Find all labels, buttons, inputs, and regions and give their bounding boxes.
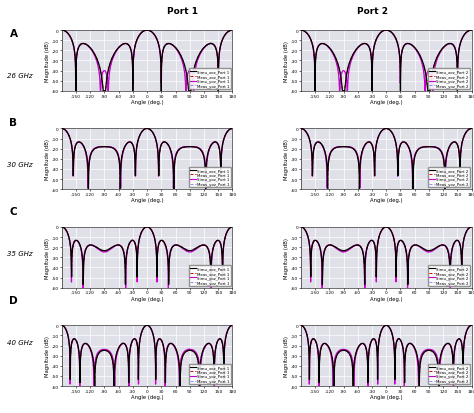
Y-axis label: Magnitude (dB): Magnitude (dB) [284, 41, 289, 82]
X-axis label: Angle (deg.): Angle (deg.) [131, 296, 164, 301]
X-axis label: Angle (deg.): Angle (deg.) [131, 394, 164, 399]
X-axis label: Angle (deg.): Angle (deg.) [370, 394, 402, 399]
Text: Port 2: Port 2 [356, 7, 388, 16]
Y-axis label: Magnitude (dB): Magnitude (dB) [45, 335, 50, 376]
Text: Port 1: Port 1 [167, 7, 198, 16]
Text: 40 GHz: 40 GHz [7, 339, 33, 345]
Text: B: B [9, 118, 18, 128]
Legend: Simu_xoz_Port 1, Meas_xoz_Port 1, Simu_yoz_Port 1, Meas_yoz_Port 1: Simu_xoz_Port 1, Meas_xoz_Port 1, Simu_y… [189, 364, 230, 384]
X-axis label: Angle (deg.): Angle (deg.) [131, 100, 164, 105]
Legend: Simu_xoz_Port 2, Meas_xoz_Port 2, Simu_yoz_Port 2, Meas_yoz_Port 2: Simu_xoz_Port 2, Meas_xoz_Port 2, Simu_y… [428, 364, 470, 384]
Y-axis label: Magnitude (dB): Magnitude (dB) [45, 139, 50, 180]
Y-axis label: Magnitude (dB): Magnitude (dB) [45, 41, 50, 82]
Text: A: A [9, 29, 18, 39]
Y-axis label: Magnitude (dB): Magnitude (dB) [284, 335, 289, 376]
Text: 35 GHz: 35 GHz [7, 250, 33, 256]
X-axis label: Angle (deg.): Angle (deg.) [370, 296, 402, 301]
Text: D: D [9, 295, 18, 305]
Legend: Simu_xoz_Port 2, Meas_xoz_Port 2, Simu_yoz_Port 2, Meas_yoz_Port 2: Simu_xoz_Port 2, Meas_xoz_Port 2, Simu_y… [428, 69, 470, 90]
Y-axis label: Magnitude (dB): Magnitude (dB) [284, 237, 289, 278]
X-axis label: Angle (deg.): Angle (deg.) [370, 198, 402, 203]
Text: 30 GHz: 30 GHz [7, 161, 33, 167]
Y-axis label: Magnitude (dB): Magnitude (dB) [284, 139, 289, 180]
Legend: Simu_xoz_Port 1, Meas_xoz_Port 1, Simu_yoz_Port 1, Meas_yoz_Port 1: Simu_xoz_Port 1, Meas_xoz_Port 1, Simu_y… [189, 266, 230, 286]
Legend: Simu_xoz_Port 2, Meas_xoz_Port 2, Simu_yoz_Port 2, Meas_yoz_Port 2: Simu_xoz_Port 2, Meas_xoz_Port 2, Simu_y… [428, 266, 470, 286]
Y-axis label: Magnitude (dB): Magnitude (dB) [45, 237, 50, 278]
Legend: Simu_xoz_Port 2, Meas_xoz_Port 2, Simu_yoz_Port 2, Meas_yoz_Port 2: Simu_xoz_Port 2, Meas_xoz_Port 2, Simu_y… [428, 167, 470, 188]
Legend: Simu_xoz_Port 1, Meas_xoz_Port 1, Simu_yoz_Port 1, Meas_yoz_Port 1: Simu_xoz_Port 1, Meas_xoz_Port 1, Simu_y… [189, 69, 230, 90]
Text: C: C [9, 206, 17, 216]
Text: 26 GHz: 26 GHz [7, 72, 33, 78]
Legend: Simu_xoz_Port 1, Meas_xoz_Port 1, Simu_yoz_Port 1, Meas_yoz_Port 1: Simu_xoz_Port 1, Meas_xoz_Port 1, Simu_y… [189, 167, 230, 188]
X-axis label: Angle (deg.): Angle (deg.) [131, 198, 164, 203]
X-axis label: Angle (deg.): Angle (deg.) [370, 100, 402, 105]
